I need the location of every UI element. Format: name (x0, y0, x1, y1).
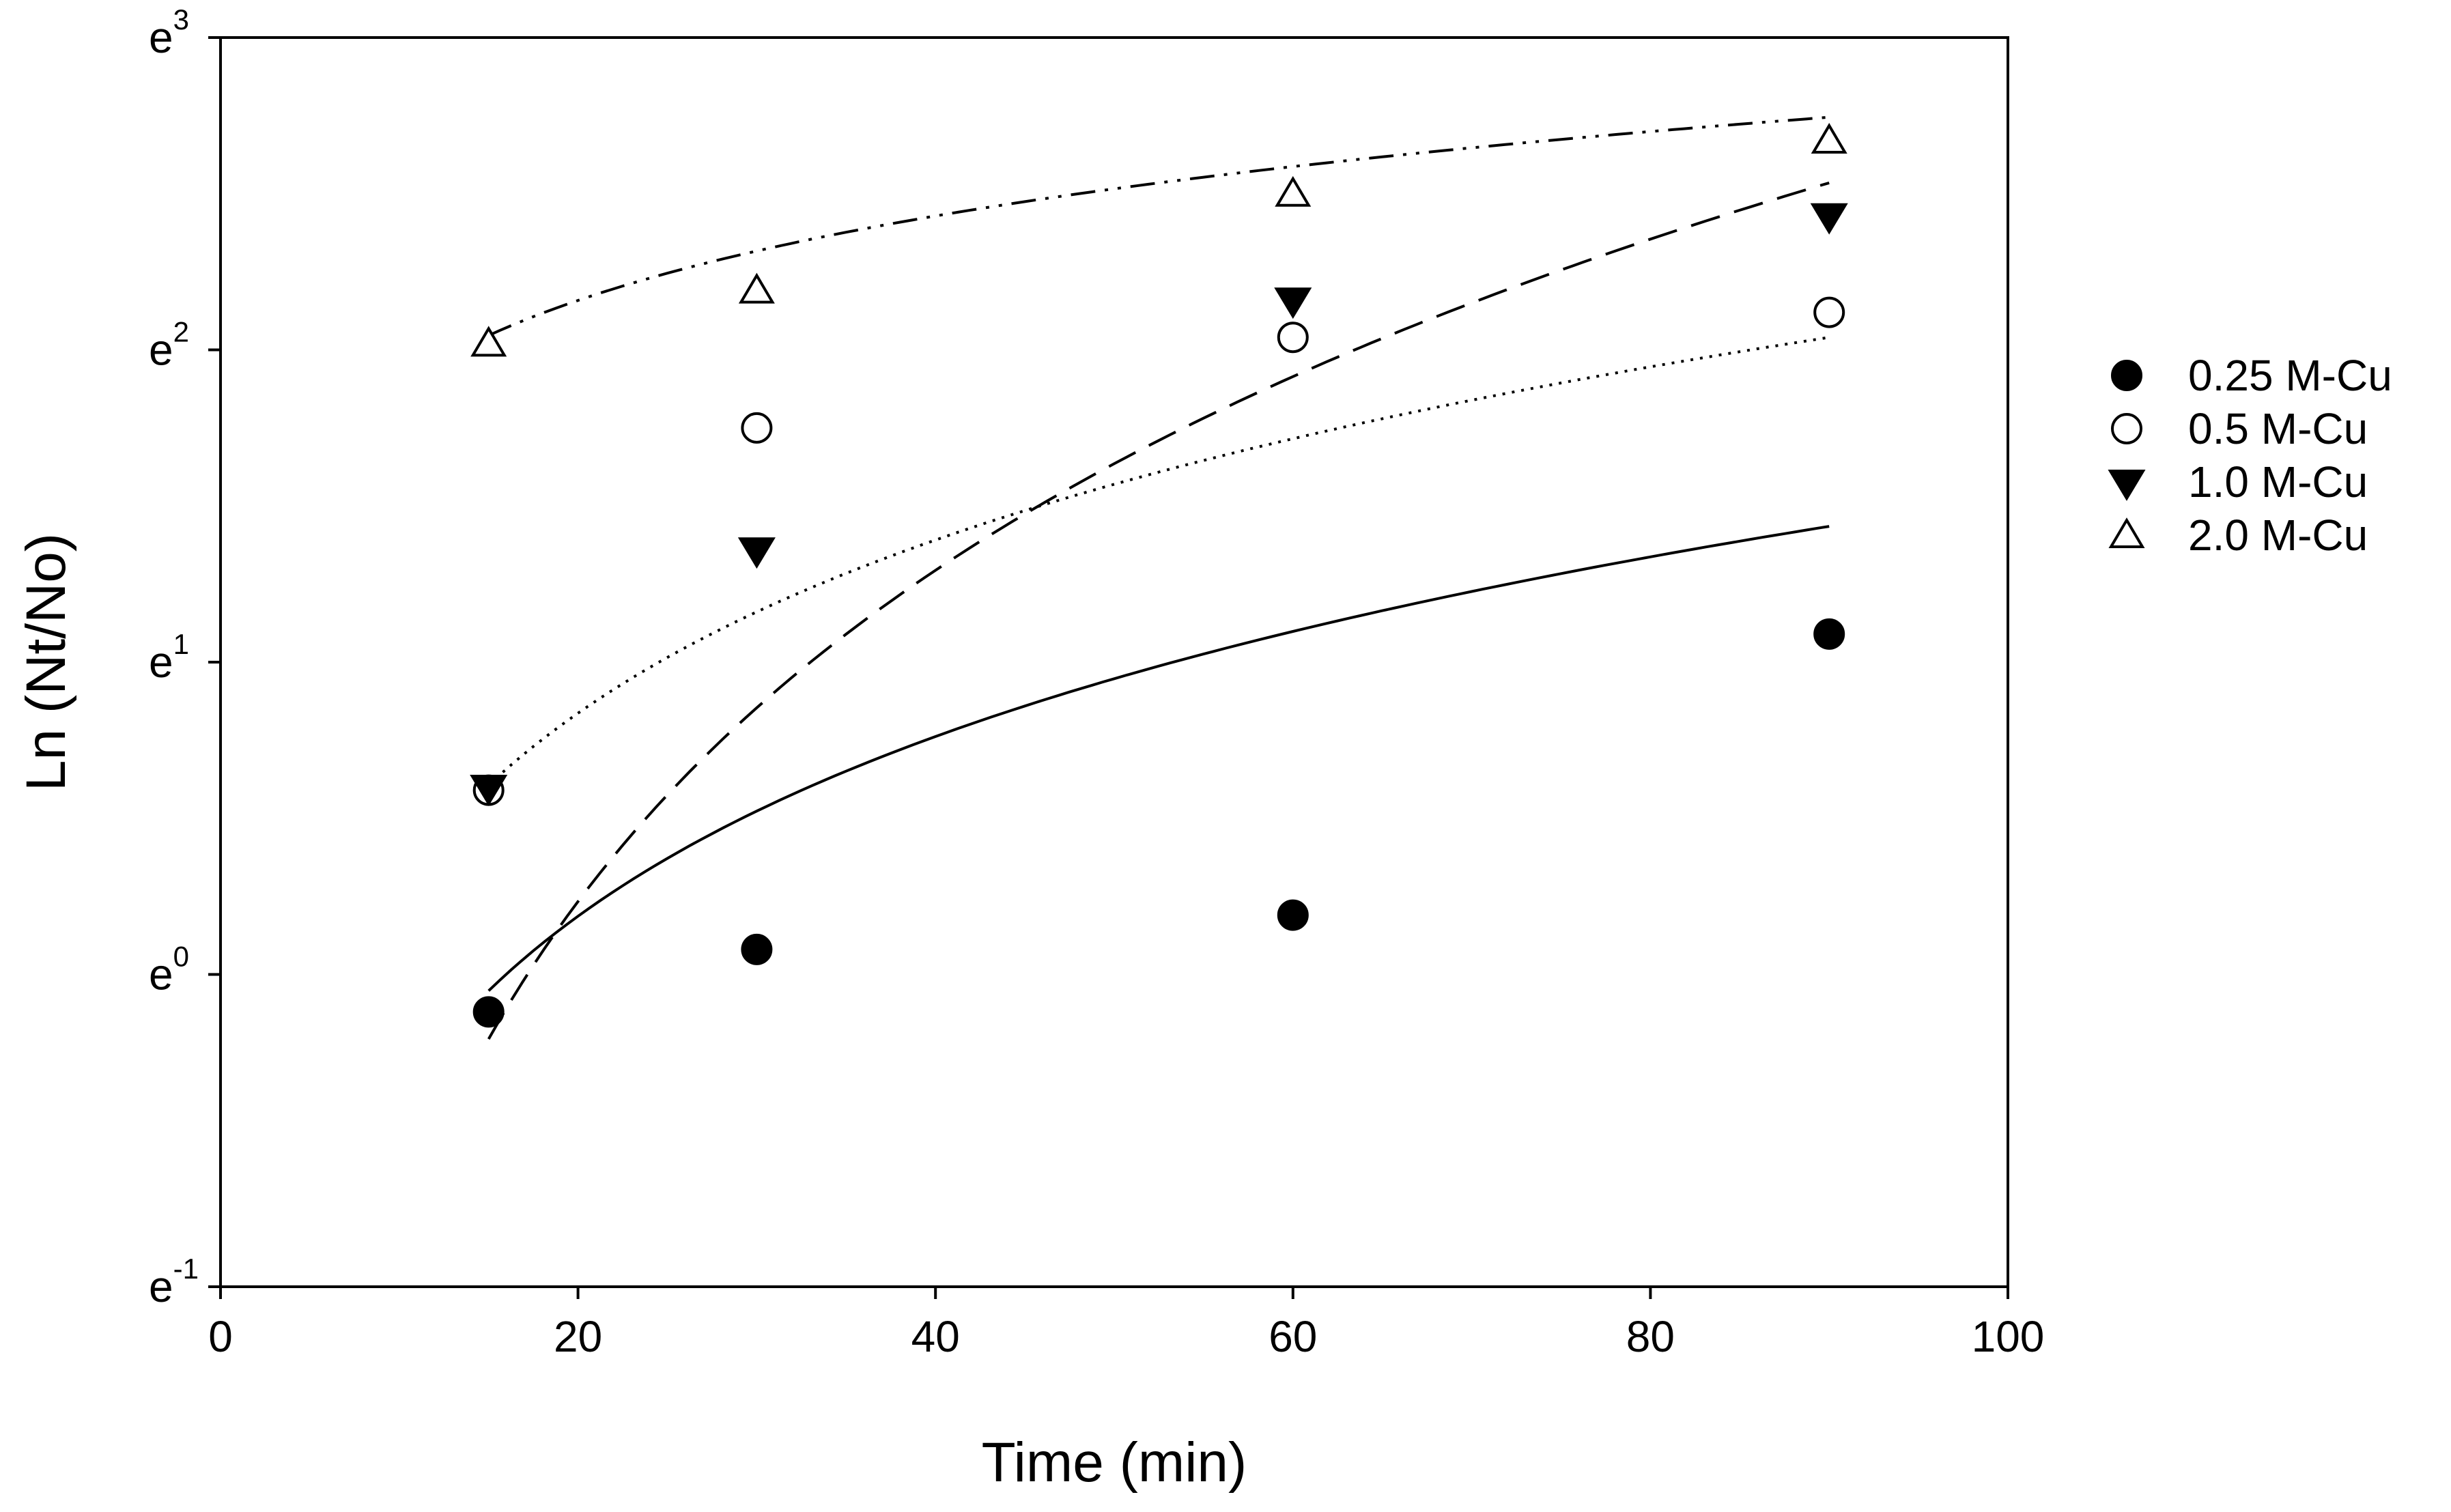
legend-item: 2.0 M-Cu (2108, 511, 2368, 560)
x-tick-label: 60 (1269, 1312, 1317, 1361)
x-tick-label: 40 (911, 1312, 960, 1361)
data-points (470, 123, 1848, 1028)
data-point-series-4 (1811, 123, 1847, 154)
legend-label: 1.0 M-Cu (2188, 457, 2368, 507)
y-tick-exponent: 0 (173, 941, 189, 973)
fit-curves (487, 115, 1830, 1040)
y-tick-label: e2 (149, 316, 189, 375)
legend-marker (2108, 470, 2146, 501)
legend-item: 0.5 M-Cu (2111, 404, 2368, 453)
legend-marker (2111, 413, 2142, 444)
y-tick-exponent: 2 (173, 316, 189, 348)
legend-marker (2111, 360, 2142, 391)
y-tick-base: e (149, 13, 173, 62)
y-tick-base: e (149, 1262, 173, 1311)
y-tick-exponent: 1 (173, 628, 189, 660)
x-tick-label: 0 (208, 1312, 233, 1361)
x-tick-label: 20 (554, 1312, 602, 1361)
fit-curve-4 (487, 115, 1830, 337)
y-tick-base: e (149, 950, 173, 999)
y-tick-label: e1 (149, 628, 189, 687)
data-point-series-1 (1813, 618, 1845, 650)
legend-item: 1.0 M-Cu (2108, 457, 2368, 507)
data-point-series-4 (1275, 175, 1312, 207)
y-tick-exponent: 3 (173, 3, 189, 35)
data-point-series-1 (1277, 899, 1309, 931)
y-tick-exponent: -1 (173, 1253, 199, 1285)
legend-label: 2.0 M-Cu (2188, 511, 2368, 560)
y-tick-label: e3 (149, 3, 189, 62)
data-point-series-1 (472, 996, 505, 1028)
y-tick-base: e (149, 326, 173, 375)
legend-label: 0.25 M-Cu (2188, 351, 2392, 400)
data-point-series-3 (1274, 287, 1312, 319)
legend: 0.25 M-Cu0.5 M-Cu1.0 M-Cu2.0 M-Cu (2108, 351, 2392, 560)
legend-item: 0.25 M-Cu (2111, 351, 2392, 400)
plot-frame (219, 36, 2009, 1288)
y-tick-label: e0 (149, 941, 189, 999)
data-point-series-2 (1277, 322, 1309, 354)
fit-curve-3 (487, 181, 1830, 1040)
legend-marker (2108, 517, 2145, 548)
data-point-series-3 (470, 775, 508, 806)
data-point-series-1 (741, 933, 773, 965)
x-tick-label: 100 (1972, 1312, 2045, 1361)
x-tick-label: 80 (1626, 1312, 1675, 1361)
x-axis-title: Time (min) (982, 1431, 1247, 1494)
y-tick-label: e-1 (149, 1253, 199, 1311)
data-point-series-2 (741, 412, 773, 444)
data-point-series-4 (738, 272, 775, 304)
data-point-series-2 (1813, 296, 1845, 328)
y-tick-base: e (149, 638, 173, 687)
fit-curve-2 (487, 336, 1830, 786)
x-axis-ticks: 0 20 40 60 80 100 (208, 1287, 2044, 1361)
data-point-series-4 (470, 326, 507, 357)
legend-label: 0.5 M-Cu (2188, 404, 2368, 453)
data-point-series-3 (1810, 203, 1848, 235)
data-point-series-3 (737, 537, 776, 569)
y-axis-title: Ln (Nt/No) (15, 533, 77, 791)
fit-curve-1 (487, 525, 1830, 992)
